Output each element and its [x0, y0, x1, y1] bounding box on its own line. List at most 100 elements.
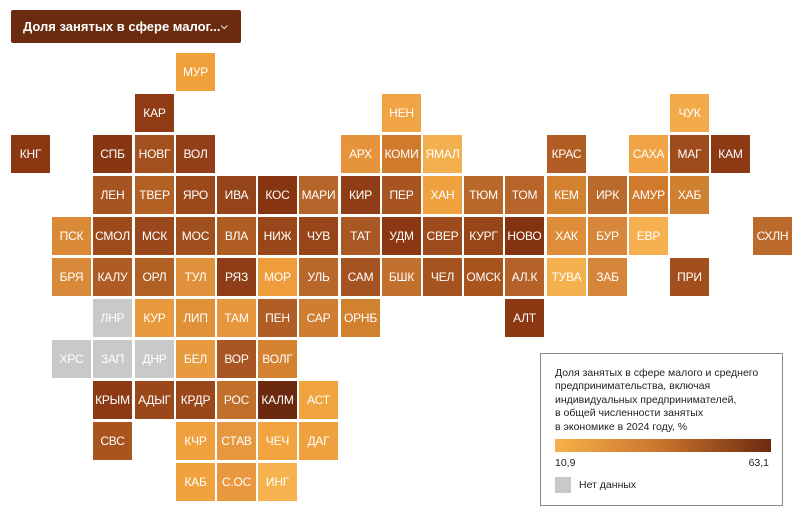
region-tile-бря[interactable]: БРЯ — [52, 258, 91, 296]
region-tile-свер[interactable]: СВЕР — [423, 217, 462, 255]
region-tile-крдр[interactable]: КРДР — [176, 381, 215, 419]
region-tile-пен[interactable]: ПЕН — [258, 299, 297, 337]
region-tile-мари[interactable]: МАРИ — [299, 176, 338, 214]
region-tile-сар[interactable]: САР — [299, 299, 338, 337]
region-tile-евр[interactable]: ЕВР — [629, 217, 668, 255]
region-tile-тува[interactable]: ТУВА — [547, 258, 586, 296]
region-tile-арх[interactable]: АРХ — [341, 135, 380, 173]
region-tile-ниж[interactable]: НИЖ — [258, 217, 297, 255]
region-tile-смол[interactable]: СМОЛ — [93, 217, 132, 255]
region-tile-ново[interactable]: НОВО — [505, 217, 544, 255]
region-tile-зап[interactable]: ЗАП — [93, 340, 132, 378]
region-tile-став[interactable]: СТАВ — [217, 422, 256, 460]
region-tile-бшк[interactable]: БШК — [382, 258, 421, 296]
region-tile-заб[interactable]: ЗАБ — [588, 258, 627, 296]
region-tile-амур[interactable]: АМУР — [629, 176, 668, 214]
region-tile-пск[interactable]: ПСК — [52, 217, 91, 255]
region-tile-там[interactable]: ТАМ — [217, 299, 256, 337]
region-tile-хан[interactable]: ХАН — [423, 176, 462, 214]
region-tile-ряз[interactable]: РЯЗ — [217, 258, 256, 296]
region-tile-ирк[interactable]: ИРК — [588, 176, 627, 214]
region-tile-орнб[interactable]: ОРНБ — [341, 299, 380, 337]
region-tile-чеч[interactable]: ЧЕЧ — [258, 422, 297, 460]
region-tile-бур[interactable]: БУР — [588, 217, 627, 255]
region-tile-вор[interactable]: ВОР — [217, 340, 256, 378]
region-tile-даг[interactable]: ДАГ — [299, 422, 338, 460]
region-tile-кар[interactable]: КАР — [135, 94, 174, 132]
legend-min-label: 10,9 — [555, 457, 576, 469]
region-tile-мор[interactable]: МОР — [258, 258, 297, 296]
region-tile-мос[interactable]: МОС — [176, 217, 215, 255]
region-tile-рос[interactable]: РОС — [217, 381, 256, 419]
indicator-dropdown[interactable]: Доля занятых в сфере малог... — [11, 10, 241, 43]
no-data-swatch — [555, 477, 571, 493]
region-tile-вол[interactable]: ВОЛ — [176, 135, 215, 173]
region-tile-чук[interactable]: ЧУК — [670, 94, 709, 132]
region-tile-лнр[interactable]: ЛНР — [93, 299, 132, 337]
region-tile-аст[interactable]: АСТ — [299, 381, 338, 419]
region-tile-днр[interactable]: ДНР — [135, 340, 174, 378]
region-tile-новг[interactable]: НОВГ — [135, 135, 174, 173]
region-tile-кнг[interactable]: КНГ — [11, 135, 50, 173]
region-tile-чел[interactable]: ЧЕЛ — [423, 258, 462, 296]
legend-title: Доля занятых в сфере малого и среднего п… — [555, 367, 759, 433]
region-tile-саха[interactable]: САХА — [629, 135, 668, 173]
region-tile-чув[interactable]: ЧУВ — [299, 217, 338, 255]
region-tile-волг[interactable]: ВОЛГ — [258, 340, 297, 378]
region-tile-сам[interactable]: САМ — [341, 258, 380, 296]
region-tile-лен[interactable]: ЛЕН — [93, 176, 132, 214]
region-tile-хак[interactable]: ХАК — [547, 217, 586, 255]
region-tile-хаб[interactable]: ХАБ — [670, 176, 709, 214]
region-tile-лип[interactable]: ЛИП — [176, 299, 215, 337]
region-tile-мск[interactable]: МСК — [135, 217, 174, 255]
indicator-dropdown-label: Доля занятых в сфере малог... — [23, 19, 221, 34]
region-tile-кир[interactable]: КИР — [341, 176, 380, 214]
region-tile-ямал[interactable]: ЯМАЛ — [423, 135, 462, 173]
region-tile-тат[interactable]: ТАТ — [341, 217, 380, 255]
region-tile-орл[interactable]: ОРЛ — [135, 258, 174, 296]
region-tile-крым[interactable]: КРЫМ — [93, 381, 132, 419]
region-tile-маг[interactable]: МАГ — [670, 135, 709, 173]
region-tile-твер[interactable]: ТВЕР — [135, 176, 174, 214]
region-tile-кур[interactable]: КУР — [135, 299, 174, 337]
region-tile-адыг[interactable]: АДЫГ — [135, 381, 174, 419]
region-tile-схлн[interactable]: СХЛН — [753, 217, 792, 255]
region-tile-калу[interactable]: КАЛУ — [93, 258, 132, 296]
region-tile-кам[interactable]: КАМ — [711, 135, 750, 173]
region-tile-кург[interactable]: КУРГ — [464, 217, 503, 255]
region-tile-пер[interactable]: ПЕР — [382, 176, 421, 214]
region-tile-ива[interactable]: ИВА — [217, 176, 256, 214]
region-tile-нен[interactable]: НЕН — [382, 94, 421, 132]
region-tile-кос[interactable]: КОС — [258, 176, 297, 214]
region-tile-том[interactable]: ТОМ — [505, 176, 544, 214]
region-tile-ал.к[interactable]: АЛ.К — [505, 258, 544, 296]
region-tile-уль[interactable]: УЛЬ — [299, 258, 338, 296]
region-tile-инг[interactable]: ИНГ — [258, 463, 297, 501]
region-tile-мур[interactable]: МУР — [176, 53, 215, 91]
region-tile-тул[interactable]: ТУЛ — [176, 258, 215, 296]
region-tile-спб[interactable]: СПБ — [93, 135, 132, 173]
region-tile-каб[interactable]: КАБ — [176, 463, 215, 501]
region-tile-крас[interactable]: КРАС — [547, 135, 586, 173]
no-data-label: Нет данных — [579, 479, 637, 491]
region-tile-омск[interactable]: ОМСК — [464, 258, 503, 296]
region-tile-бел[interactable]: БЕЛ — [176, 340, 215, 378]
region-tile-кчр[interactable]: КЧР — [176, 422, 215, 460]
region-tile-кем[interactable]: КЕМ — [547, 176, 586, 214]
region-tile-алт[interactable]: АЛТ — [505, 299, 544, 337]
region-tile-коми[interactable]: КОМИ — [382, 135, 421, 173]
region-tile-удм[interactable]: УДМ — [382, 217, 421, 255]
chevron-down-icon[interactable] — [220, 22, 229, 32]
region-tile-тюм[interactable]: ТЮМ — [464, 176, 503, 214]
legend: Доля занятых в сфере малого и среднего п… — [540, 353, 783, 506]
region-tile-свс[interactable]: СВС — [93, 422, 132, 460]
region-tile-яро[interactable]: ЯРО — [176, 176, 215, 214]
legend-max-label: 63,1 — [748, 457, 769, 469]
legend-color-scale — [555, 439, 771, 452]
region-tile-при[interactable]: ПРИ — [670, 258, 709, 296]
region-tile-хрс[interactable]: ХРС — [52, 340, 91, 378]
region-tile-калм[interactable]: КАЛМ — [258, 381, 297, 419]
region-tile-с.ос[interactable]: С.ОС — [217, 463, 256, 501]
region-tile-вла[interactable]: ВЛА — [217, 217, 256, 255]
